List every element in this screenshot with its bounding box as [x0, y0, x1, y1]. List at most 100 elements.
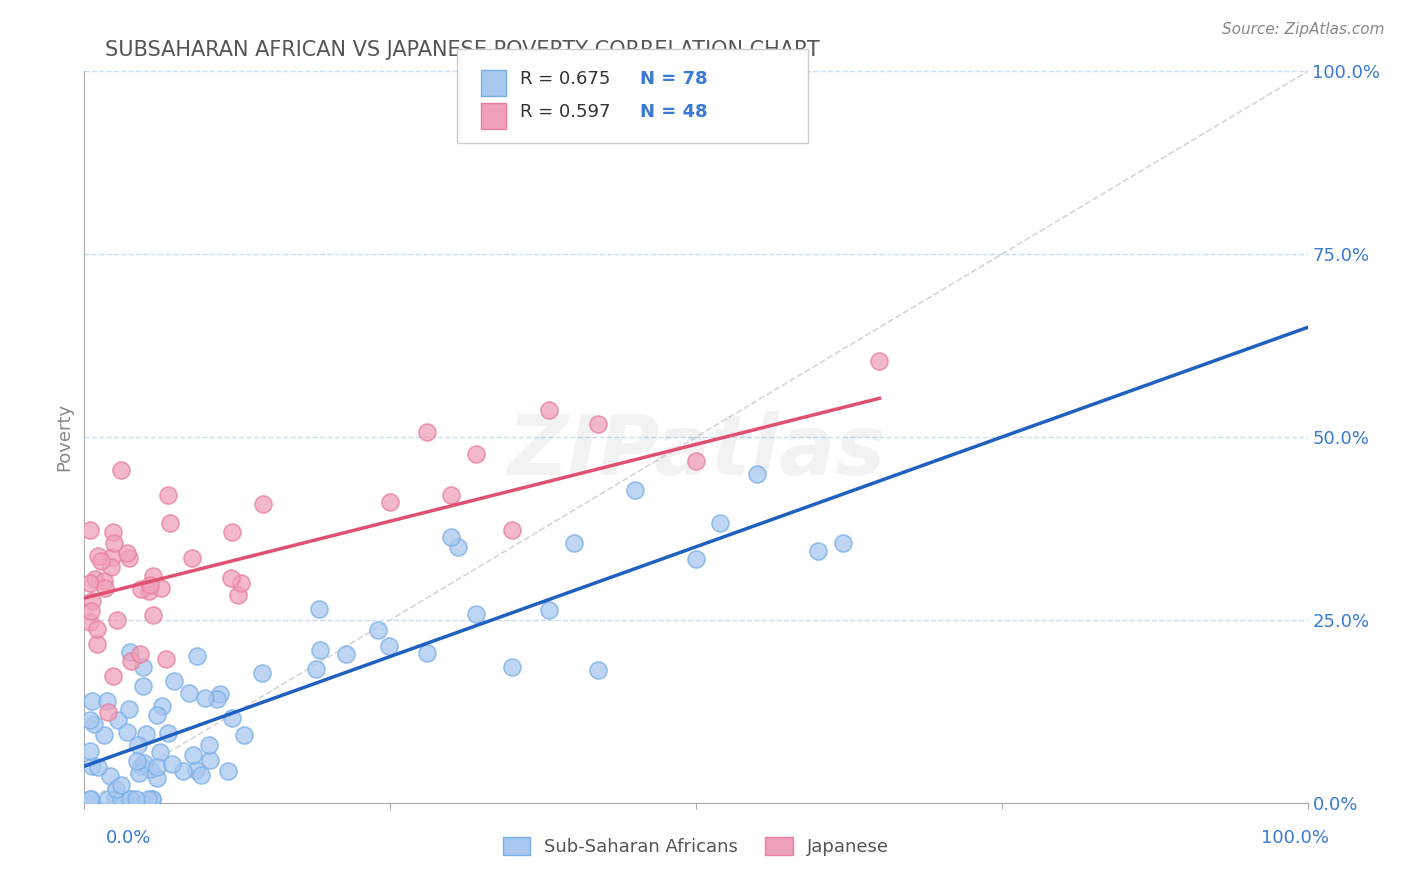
- Point: [416, 646, 439, 660]
- Point: [335, 647, 357, 661]
- Point: [416, 425, 439, 439]
- Point: [79, 575, 101, 590]
- Point: [80, 759, 103, 773]
- Point: [128, 766, 150, 780]
- Point: [86, 636, 108, 650]
- Point: [221, 711, 243, 725]
- Point: [120, 792, 142, 806]
- Point: [139, 762, 162, 776]
- Point: [118, 645, 141, 659]
- Point: [586, 417, 609, 431]
- Point: [226, 588, 249, 602]
- Point: [502, 660, 524, 674]
- Point: [252, 497, 274, 511]
- Legend: Sub-Saharan Africans, Japanese: Sub-Saharan Africans, Japanese: [496, 830, 896, 863]
- Point: [308, 642, 330, 657]
- Point: [134, 756, 156, 770]
- Point: [138, 584, 160, 599]
- Point: [120, 654, 142, 668]
- Point: [163, 673, 186, 688]
- Point: [86, 622, 108, 636]
- Point: [181, 748, 204, 763]
- Point: [115, 724, 138, 739]
- Y-axis label: Poverty: Poverty: [55, 403, 73, 471]
- Point: [179, 686, 201, 700]
- Point: [685, 454, 707, 468]
- Point: [129, 759, 152, 773]
- Point: [79, 713, 101, 727]
- Text: N = 48: N = 48: [640, 103, 707, 121]
- Point: [79, 744, 101, 758]
- Point: [378, 639, 401, 653]
- Point: [181, 550, 204, 565]
- Point: [155, 652, 177, 666]
- Point: [229, 575, 252, 590]
- Point: [97, 792, 120, 806]
- Point: [146, 708, 169, 723]
- Point: [156, 488, 179, 502]
- Point: [586, 664, 609, 678]
- Point: [115, 546, 138, 560]
- Point: [205, 692, 228, 706]
- Text: 0.0%: 0.0%: [105, 829, 150, 847]
- Point: [146, 771, 169, 785]
- Point: [146, 760, 169, 774]
- Point: [132, 679, 155, 693]
- Point: [93, 574, 115, 588]
- Point: [128, 647, 150, 661]
- Point: [141, 792, 163, 806]
- Point: [79, 792, 101, 806]
- Point: [308, 601, 330, 615]
- Point: [80, 603, 103, 617]
- Point: [221, 525, 243, 540]
- Point: [142, 608, 165, 623]
- Point: [464, 447, 486, 461]
- Point: [104, 782, 127, 797]
- Point: [209, 687, 232, 701]
- Point: [172, 764, 194, 778]
- Point: [82, 694, 104, 708]
- Point: [440, 487, 463, 501]
- Point: [562, 536, 585, 550]
- Point: [869, 353, 891, 368]
- Point: [83, 717, 105, 731]
- Point: [97, 705, 120, 719]
- Point: [159, 516, 181, 530]
- Point: [110, 792, 132, 806]
- Point: [98, 769, 121, 783]
- Text: SUBSAHARAN AFRICAN VS JAPANESE POVERTY CORRELATION CHART: SUBSAHARAN AFRICAN VS JAPANESE POVERTY C…: [105, 40, 820, 60]
- Point: [118, 702, 141, 716]
- Point: [252, 666, 274, 681]
- Point: [87, 760, 110, 774]
- Point: [118, 551, 141, 566]
- Point: [79, 524, 101, 538]
- Point: [217, 764, 239, 779]
- Text: N = 78: N = 78: [640, 70, 707, 88]
- Point: [100, 549, 122, 564]
- Point: [87, 549, 110, 563]
- Text: R = 0.675: R = 0.675: [520, 70, 610, 88]
- Point: [104, 792, 127, 806]
- Point: [107, 713, 129, 727]
- Point: [90, 554, 112, 568]
- Text: R = 0.597: R = 0.597: [520, 103, 610, 121]
- Point: [101, 669, 124, 683]
- Point: [305, 662, 328, 676]
- Text: ZIPatlas: ZIPatlas: [508, 411, 884, 492]
- Point: [103, 536, 125, 550]
- Point: [709, 516, 731, 530]
- Point: [380, 494, 402, 508]
- Point: [80, 792, 103, 806]
- Point: [190, 767, 212, 781]
- Point: [197, 739, 219, 753]
- Point: [367, 623, 389, 637]
- Point: [136, 792, 159, 806]
- Point: [129, 582, 152, 596]
- Point: [156, 726, 179, 740]
- Point: [150, 699, 173, 714]
- Point: [747, 467, 769, 481]
- Point: [831, 536, 853, 550]
- Point: [103, 525, 125, 540]
- Point: [160, 756, 183, 771]
- Point: [624, 483, 647, 498]
